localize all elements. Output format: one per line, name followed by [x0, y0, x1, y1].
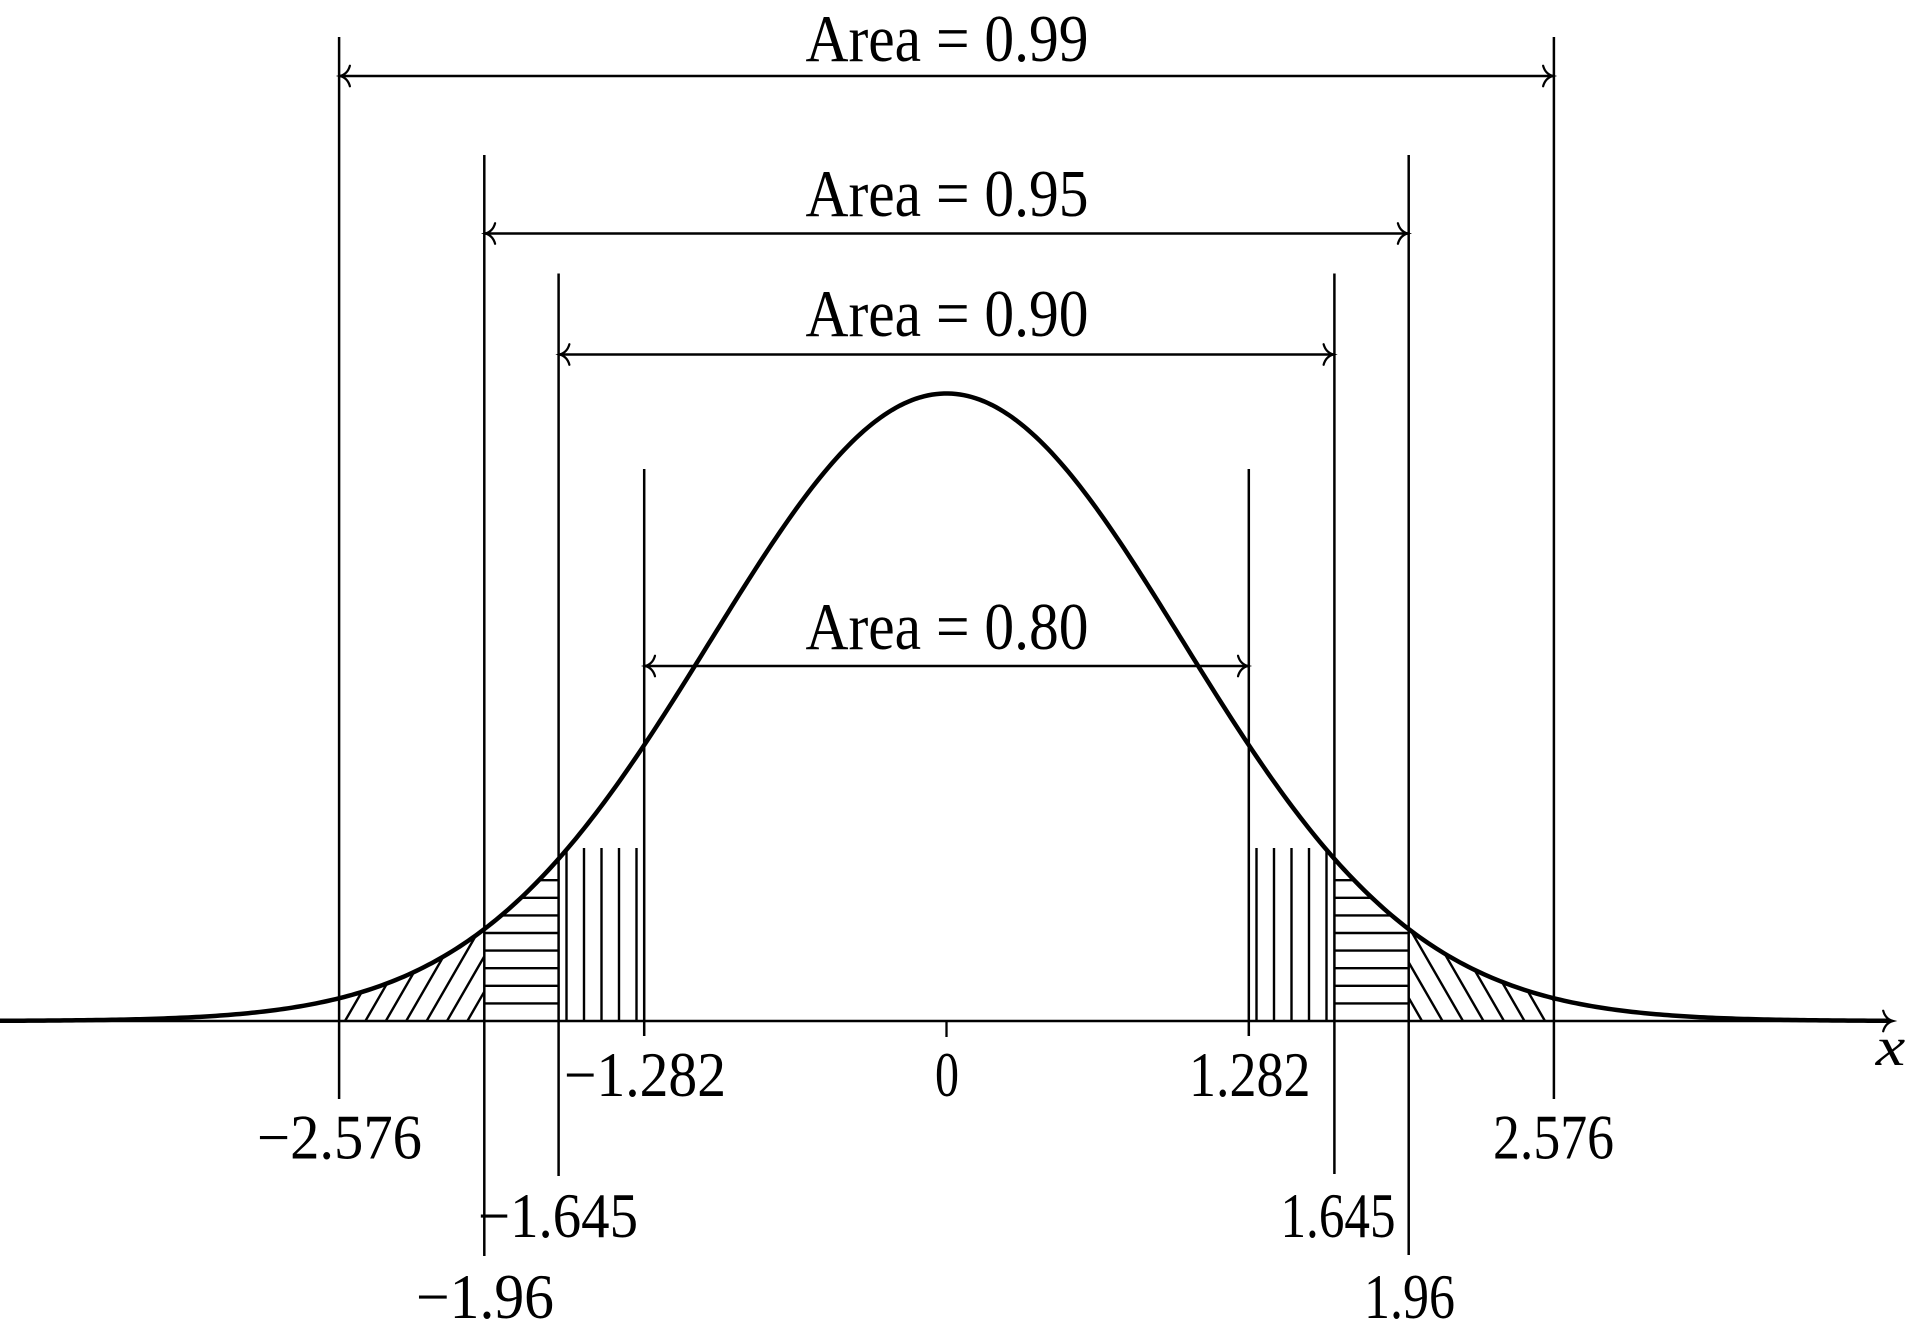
svg-text:2.576: 2.576 — [1493, 1103, 1614, 1173]
svg-text:−1.282: −1.282 — [564, 1040, 726, 1110]
svg-text:1.645: 1.645 — [1281, 1181, 1396, 1251]
svg-text:Area = 0.80: Area = 0.80 — [806, 591, 1089, 664]
svg-text:Area = 0.99: Area = 0.99 — [806, 3, 1089, 76]
svg-text:−2.576: −2.576 — [257, 1103, 422, 1173]
svg-text:0: 0 — [935, 1040, 959, 1110]
svg-text:1.282: 1.282 — [1189, 1040, 1311, 1110]
svg-text:Area = 0.95: Area = 0.95 — [806, 158, 1089, 231]
svg-text:x: x — [1875, 1016, 1906, 1077]
svg-text:−1.645: −1.645 — [478, 1181, 638, 1251]
svg-text:Area = 0.90: Area = 0.90 — [806, 278, 1089, 351]
svg-text:−1.96: −1.96 — [416, 1262, 554, 1332]
svg-text:1.96: 1.96 — [1364, 1262, 1455, 1332]
